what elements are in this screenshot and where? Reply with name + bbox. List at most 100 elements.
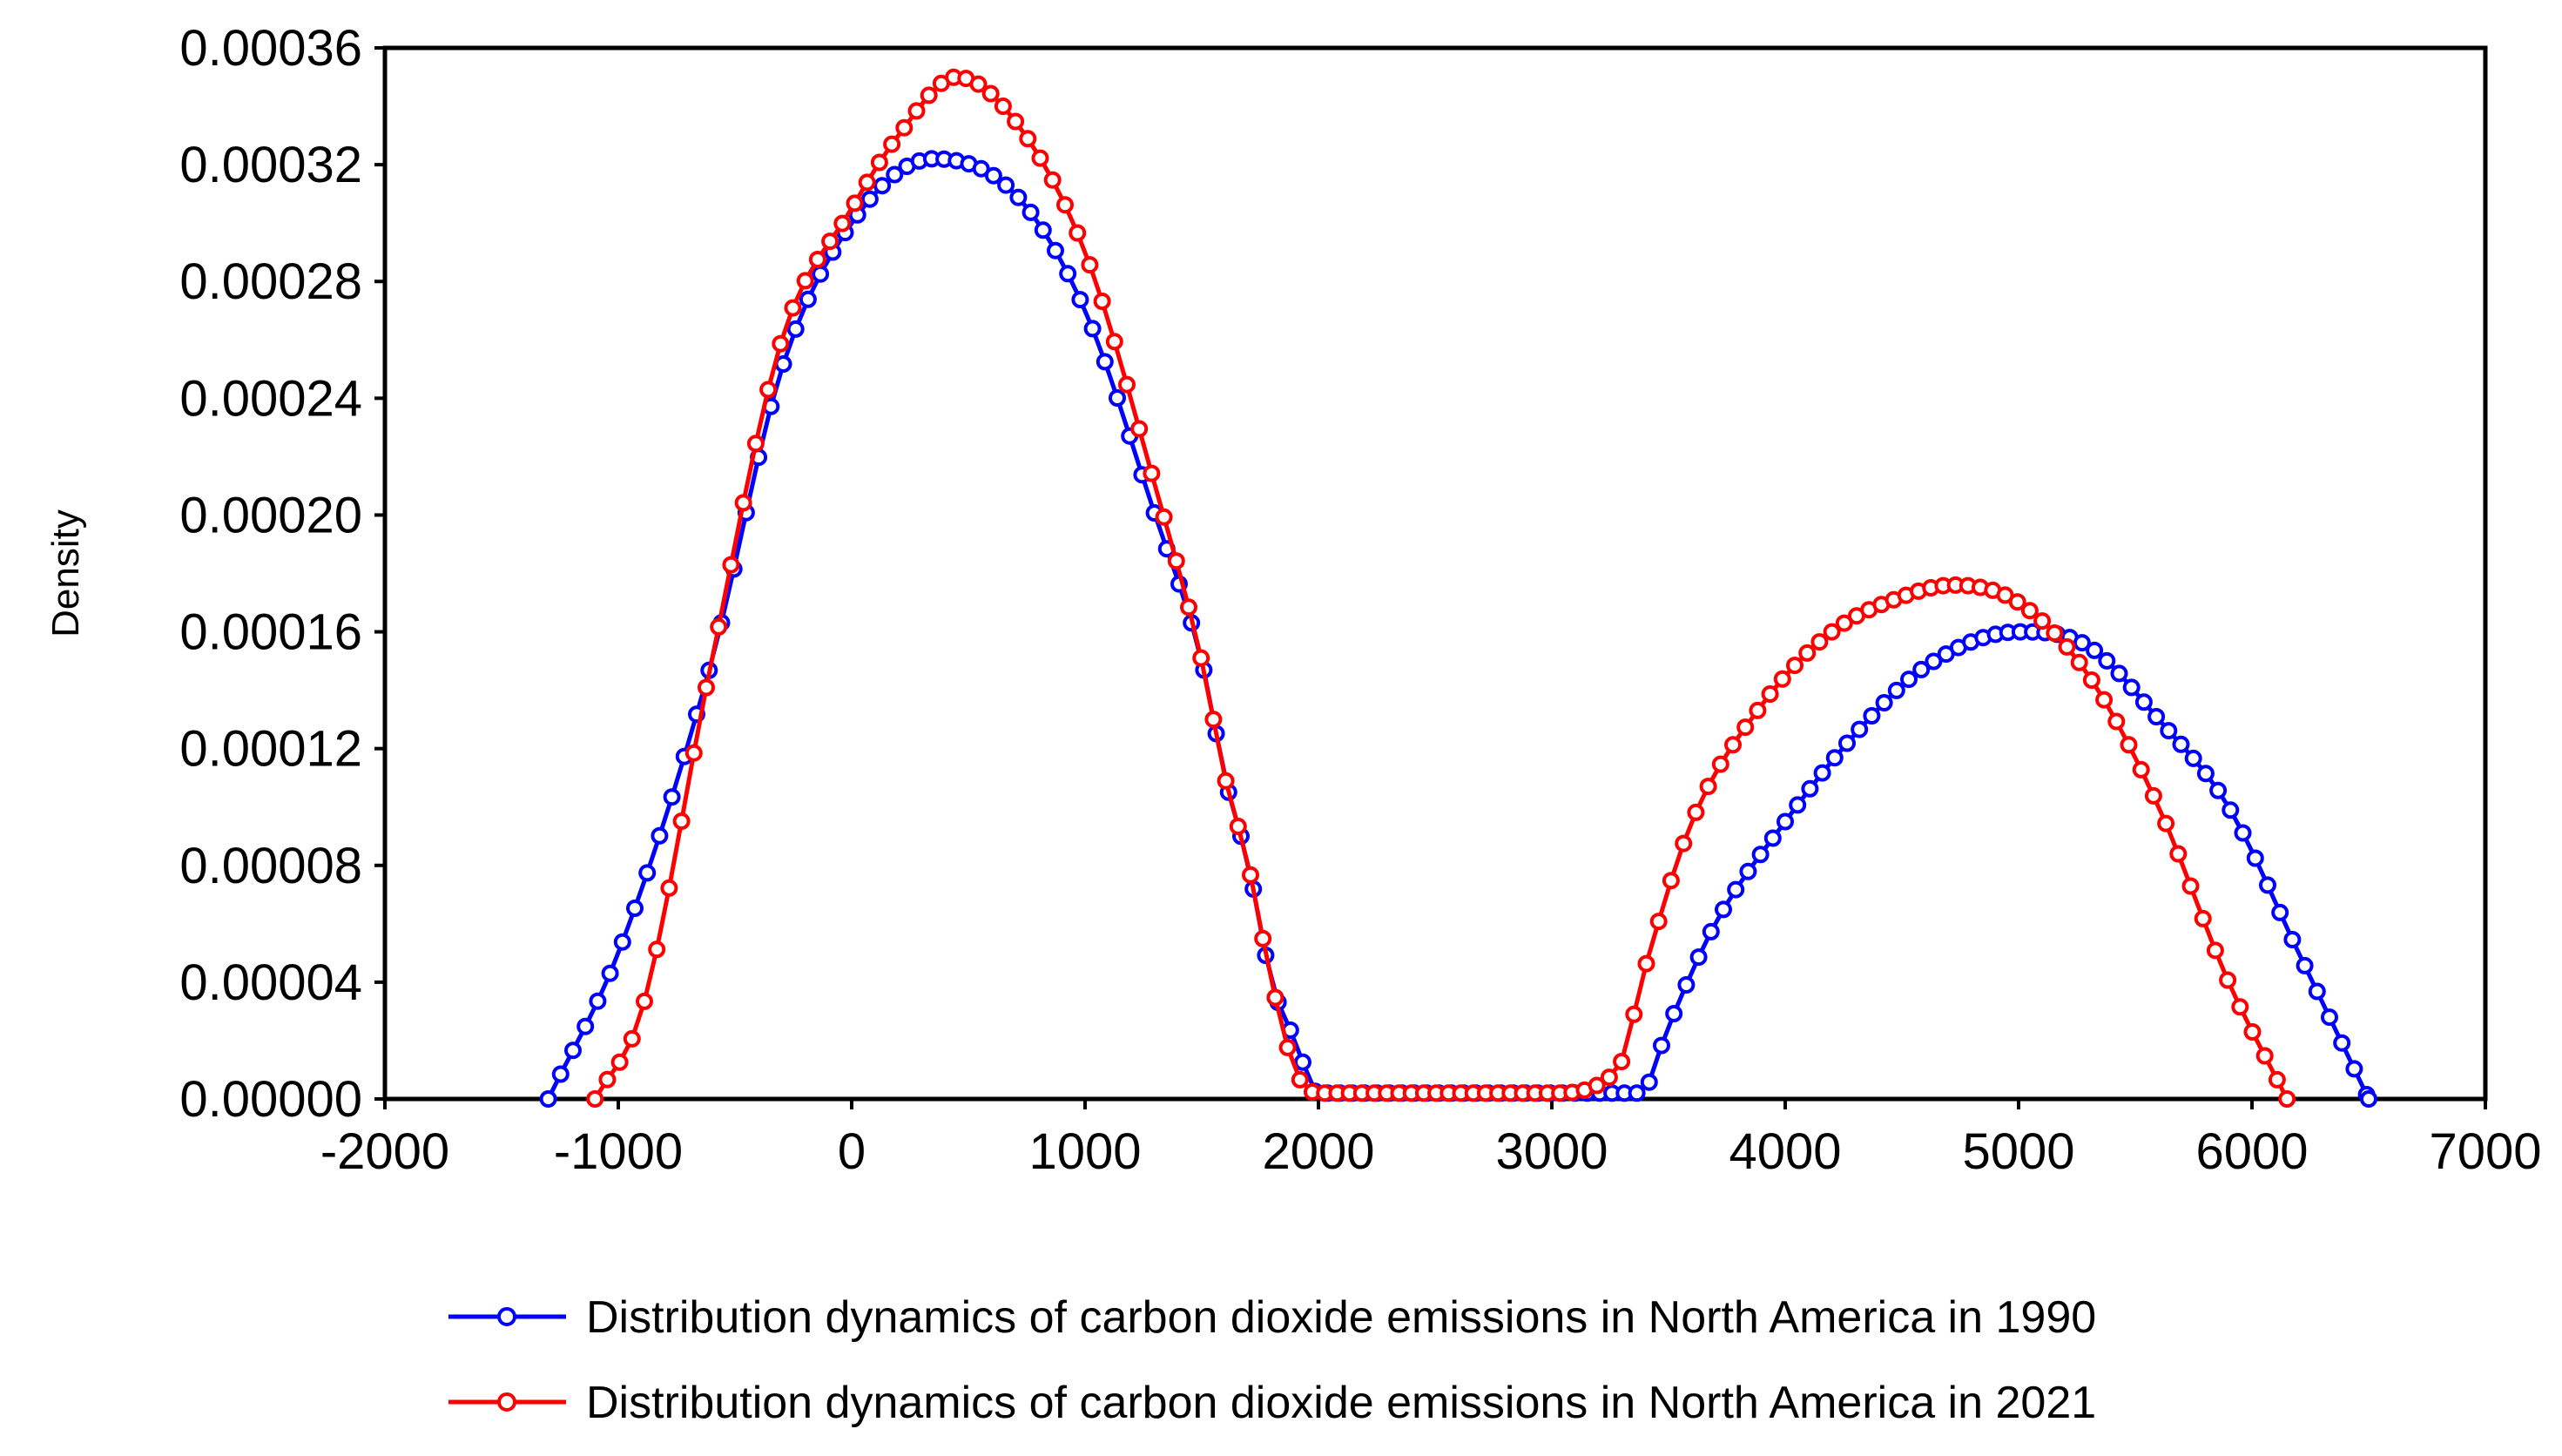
data-point xyxy=(684,744,703,762)
data-point xyxy=(601,964,619,982)
legend-item-1: Distribution dynamics of carbon dioxide … xyxy=(448,1292,2096,1343)
legend-label: Distribution dynamics of carbon dioxide … xyxy=(586,1292,2096,1343)
data-point xyxy=(969,75,988,93)
data-point xyxy=(1724,736,1742,754)
data-point xyxy=(846,194,864,212)
data-point xyxy=(1217,772,1235,790)
data-point xyxy=(2196,765,2215,783)
data-point xyxy=(2181,877,2200,895)
legend: Distribution dynamics of carbon dioxide … xyxy=(448,1292,2096,1428)
y-tick-label: 0.00008 xyxy=(179,838,362,894)
data-point xyxy=(883,135,901,153)
data-point xyxy=(1056,196,1074,214)
data-point xyxy=(2243,1023,2262,1041)
data-point xyxy=(786,320,805,338)
x-tick-label: 2000 xyxy=(1262,1123,1374,1180)
data-point xyxy=(1749,701,1767,719)
data-point xyxy=(539,1090,557,1108)
data-point xyxy=(2246,849,2264,867)
data-point xyxy=(623,1029,641,1048)
data-point xyxy=(907,102,926,120)
data-point xyxy=(1109,389,1126,407)
data-point xyxy=(2255,1047,2274,1065)
data-point xyxy=(551,1065,570,1083)
data-point xyxy=(710,617,728,636)
data-point xyxy=(1838,734,1856,752)
data-point xyxy=(2296,956,2314,974)
data-point xyxy=(860,190,879,208)
data-point xyxy=(1083,320,1102,338)
data-point xyxy=(895,118,914,137)
legend-item-2: Distribution dynamics of carbon dioxide … xyxy=(448,1378,2096,1428)
y-tick-label: 0.00028 xyxy=(179,253,362,310)
data-point xyxy=(1155,508,1173,526)
data-point xyxy=(2308,982,2326,1001)
data-point xyxy=(2107,712,2126,731)
data-point xyxy=(1105,333,1123,351)
x-tick-label: 4000 xyxy=(1729,1123,1841,1180)
data-point xyxy=(997,176,1015,194)
data-point xyxy=(858,173,876,192)
x-tick-label: -2000 xyxy=(320,1123,449,1180)
data-point xyxy=(1043,171,1062,189)
data-point xyxy=(1675,834,1693,853)
x-tick-label: 0 xyxy=(838,1123,866,1180)
data-point xyxy=(1810,633,1829,651)
data-point xyxy=(1278,1038,1297,1056)
y-tick-label: 0.00020 xyxy=(179,487,362,543)
data-point xyxy=(1637,954,1655,973)
data-point xyxy=(663,788,681,806)
legend-label: Distribution dynamics of carbon dioxide … xyxy=(586,1378,2096,1428)
data-point xyxy=(1071,291,1089,309)
data-point xyxy=(1863,707,1881,725)
data-point xyxy=(1798,644,1817,662)
data-point xyxy=(1009,188,1028,206)
data-point xyxy=(1777,812,1794,831)
data-point xyxy=(1266,988,1284,1007)
data-point xyxy=(1081,256,1099,274)
data-point xyxy=(808,251,826,268)
data-point xyxy=(1019,130,1037,148)
data-point xyxy=(636,992,653,1010)
y-tick-label: 0.00016 xyxy=(179,604,362,661)
data-point xyxy=(2278,1090,2296,1108)
x-tick-label: 5000 xyxy=(1962,1123,2074,1180)
data-point xyxy=(1825,749,1844,767)
data-point xyxy=(2345,1060,2363,1078)
data-point xyxy=(1727,880,1745,899)
data-point xyxy=(1653,1036,1670,1055)
data-point xyxy=(1875,694,1893,711)
data-point xyxy=(1736,718,1755,737)
data-point xyxy=(1689,948,1708,967)
data-point xyxy=(812,265,830,283)
data-point xyxy=(2058,637,2076,656)
data-point xyxy=(672,812,691,830)
data-point xyxy=(1613,1053,1631,1070)
data-point xyxy=(1625,1005,1643,1023)
data-point xyxy=(1699,778,1717,796)
data-point xyxy=(2122,678,2141,697)
data-point xyxy=(1034,221,1052,239)
data-point xyxy=(1588,1076,1606,1095)
data-point xyxy=(648,940,666,959)
data-point xyxy=(613,933,631,951)
y-axis-title: Density xyxy=(44,509,87,637)
y-tick-label: 0.00032 xyxy=(179,137,362,193)
data-point xyxy=(796,272,814,290)
data-point xyxy=(1662,872,1680,890)
data-point xyxy=(2259,876,2276,894)
data-point xyxy=(2098,651,2116,670)
x-tick-label: -1000 xyxy=(554,1123,683,1180)
x-tick-label: 7000 xyxy=(2429,1123,2541,1180)
data-point xyxy=(1887,681,1905,699)
data-point xyxy=(626,900,644,917)
data-point xyxy=(2209,781,2228,799)
y-tick-label: 0.00036 xyxy=(179,20,362,77)
data-point xyxy=(1813,764,1831,782)
data-point xyxy=(2169,845,2188,863)
y-tick-label: 0.00024 xyxy=(179,370,362,427)
y-tick-label: 0.00012 xyxy=(179,721,362,778)
data-point xyxy=(2134,693,2153,711)
data-point xyxy=(1007,112,1025,131)
